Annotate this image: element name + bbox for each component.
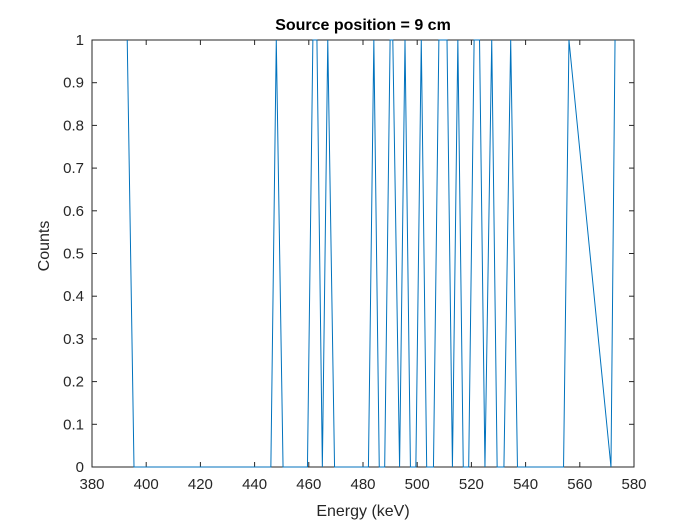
x-tick-label: 400 [134,476,159,493]
x-tick-label: 500 [405,476,430,493]
y-tick-label: 0.5 [63,246,84,263]
y-tick-label: 0.9 [63,75,84,92]
series-layer [126,39,616,468]
y-axis-label: Counts [36,221,53,272]
x-tick-label: 420 [188,476,213,493]
chart-title: Source position = 9 cm [275,17,451,34]
y-axis: 0 0.1 0.2 0.3 0.4 0.5 0.6 0.7 0.8 0.9 1 [63,32,634,476]
y-tick-label: 0.7 [63,160,84,177]
x-tick-label: 540 [513,476,538,493]
y-tick-label: 0.1 [63,416,84,433]
x-tick-label: 380 [79,476,104,493]
x-tick-label: 460 [296,476,321,493]
y-tick-label: 0.6 [63,203,84,220]
x-tick-label: 440 [242,476,267,493]
y-tick-label: 0.4 [63,288,84,305]
y-tick-label: 0.8 [63,117,84,134]
y-tick-label: 0 [76,459,84,476]
x-axis: 380 400 420 440 460 480 500 520 540 560 580 [79,40,647,493]
x-tick-label: 560 [567,476,592,493]
x-tick-label: 520 [459,476,484,493]
series-line [126,39,616,468]
plot-area [91,39,635,468]
y-tick-label: 0.2 [63,374,84,391]
x-axis-label: Energy (keV) [316,503,409,520]
x-tick-label: 480 [350,476,375,493]
y-tick-label: 0.3 [63,331,84,348]
y-tick-label: 1 [76,32,84,49]
x-tick-label: 580 [621,476,646,493]
